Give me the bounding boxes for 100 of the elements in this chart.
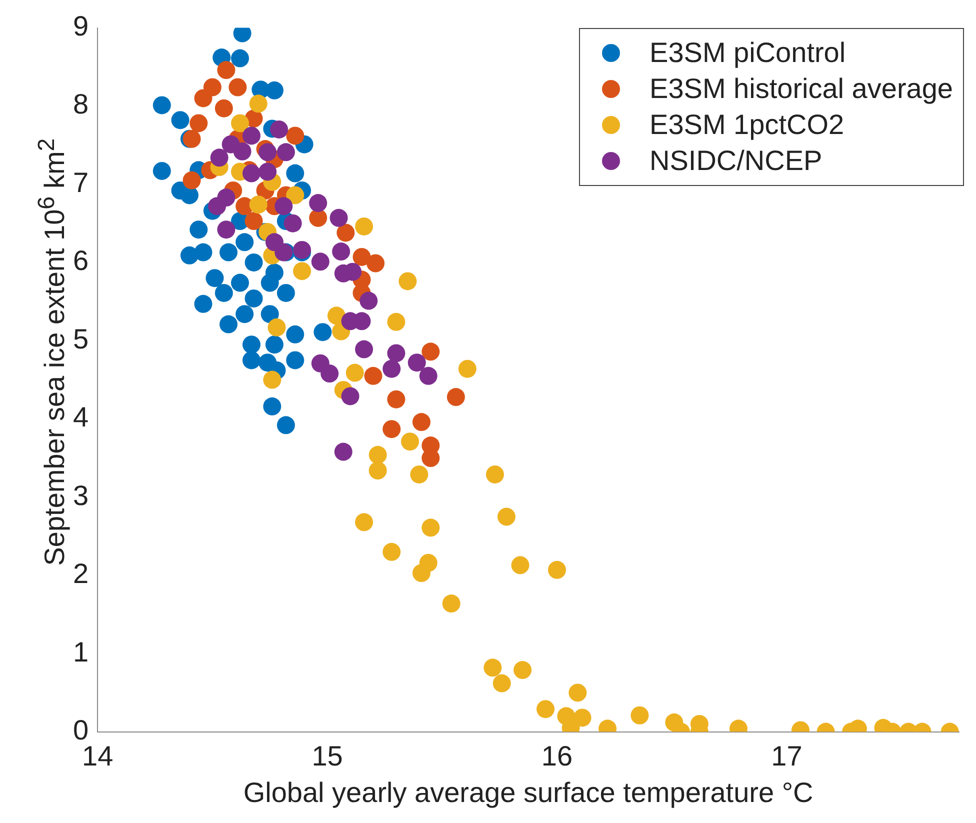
y-tick-label: 1 — [72, 636, 89, 668]
point — [220, 315, 238, 334]
point — [484, 658, 502, 677]
point — [341, 387, 360, 406]
y-tick-label: 6 — [72, 245, 89, 276]
point — [352, 248, 371, 266]
point — [382, 420, 401, 438]
point — [410, 465, 428, 484]
point — [514, 661, 532, 680]
point — [573, 708, 592, 727]
point — [171, 111, 190, 130]
point — [217, 61, 236, 80]
x-axis-title: Global yearly average surface temperature °C — [243, 776, 814, 808]
point — [568, 684, 587, 702]
legend-label: E3SM 1pctCO2 — [650, 108, 844, 142]
point — [268, 318, 286, 336]
point — [366, 254, 385, 272]
point — [182, 171, 201, 190]
y-tick-label: 8 — [72, 88, 89, 120]
x-tick-label: 17 — [771, 740, 802, 772]
point — [422, 518, 440, 537]
point — [244, 253, 263, 272]
point — [270, 120, 288, 138]
point — [242, 336, 260, 354]
point — [387, 312, 406, 331]
x-tick-label: 15 — [312, 740, 343, 772]
point — [242, 164, 260, 182]
point — [276, 416, 295, 434]
point — [311, 252, 330, 271]
y-tick-label: 3 — [72, 480, 89, 511]
point — [355, 217, 374, 236]
point — [286, 325, 304, 344]
point — [332, 242, 350, 261]
point — [214, 99, 233, 118]
point — [446, 388, 465, 406]
point — [330, 208, 348, 227]
point — [408, 354, 426, 372]
point — [276, 143, 295, 162]
point — [263, 370, 282, 389]
point — [236, 233, 254, 252]
point — [486, 465, 504, 484]
point — [412, 564, 430, 582]
point — [242, 351, 260, 370]
point — [497, 508, 516, 526]
point — [346, 364, 364, 382]
y-tick-label: 4 — [72, 402, 89, 433]
legend-label: E3SM historical average — [650, 72, 953, 106]
point — [511, 556, 530, 574]
point — [220, 243, 238, 262]
point — [190, 220, 208, 239]
point — [217, 220, 236, 239]
point — [244, 289, 263, 308]
y-tick-label: 5 — [72, 323, 89, 354]
legend-label: E3SM piControl — [650, 36, 846, 70]
point — [286, 351, 304, 370]
point — [368, 462, 387, 480]
y-tick-label: 7 — [72, 166, 89, 198]
point — [492, 674, 511, 692]
point — [236, 305, 254, 324]
point — [228, 78, 247, 96]
point — [206, 269, 224, 288]
point — [242, 126, 260, 145]
point — [458, 360, 476, 378]
point — [194, 243, 212, 262]
point — [214, 284, 233, 302]
point — [244, 212, 263, 230]
point — [368, 446, 387, 464]
point — [152, 96, 171, 114]
point — [320, 364, 339, 383]
point — [152, 162, 171, 180]
point — [249, 196, 268, 214]
point — [355, 513, 374, 532]
point — [382, 542, 401, 561]
point — [387, 344, 406, 362]
y-tick-label: 2 — [72, 558, 89, 590]
point — [284, 214, 302, 232]
point — [293, 262, 312, 280]
point — [263, 397, 282, 416]
legend-label: NSIDC/NCEP — [650, 144, 822, 178]
x-tick-label: 16 — [541, 740, 573, 772]
point — [400, 432, 419, 451]
point — [260, 305, 279, 324]
point — [258, 143, 277, 162]
point — [194, 294, 212, 313]
point — [422, 342, 440, 361]
point — [419, 366, 438, 385]
point — [412, 413, 430, 432]
point — [230, 274, 249, 292]
point — [387, 390, 406, 408]
point — [364, 366, 382, 385]
point — [274, 197, 293, 216]
point — [355, 340, 374, 358]
point — [286, 186, 304, 204]
point — [336, 224, 355, 242]
point — [276, 284, 295, 302]
point — [334, 442, 352, 461]
point — [210, 148, 228, 167]
point — [536, 700, 555, 718]
point — [548, 560, 566, 579]
y-tick-label: 9 — [72, 10, 89, 42]
